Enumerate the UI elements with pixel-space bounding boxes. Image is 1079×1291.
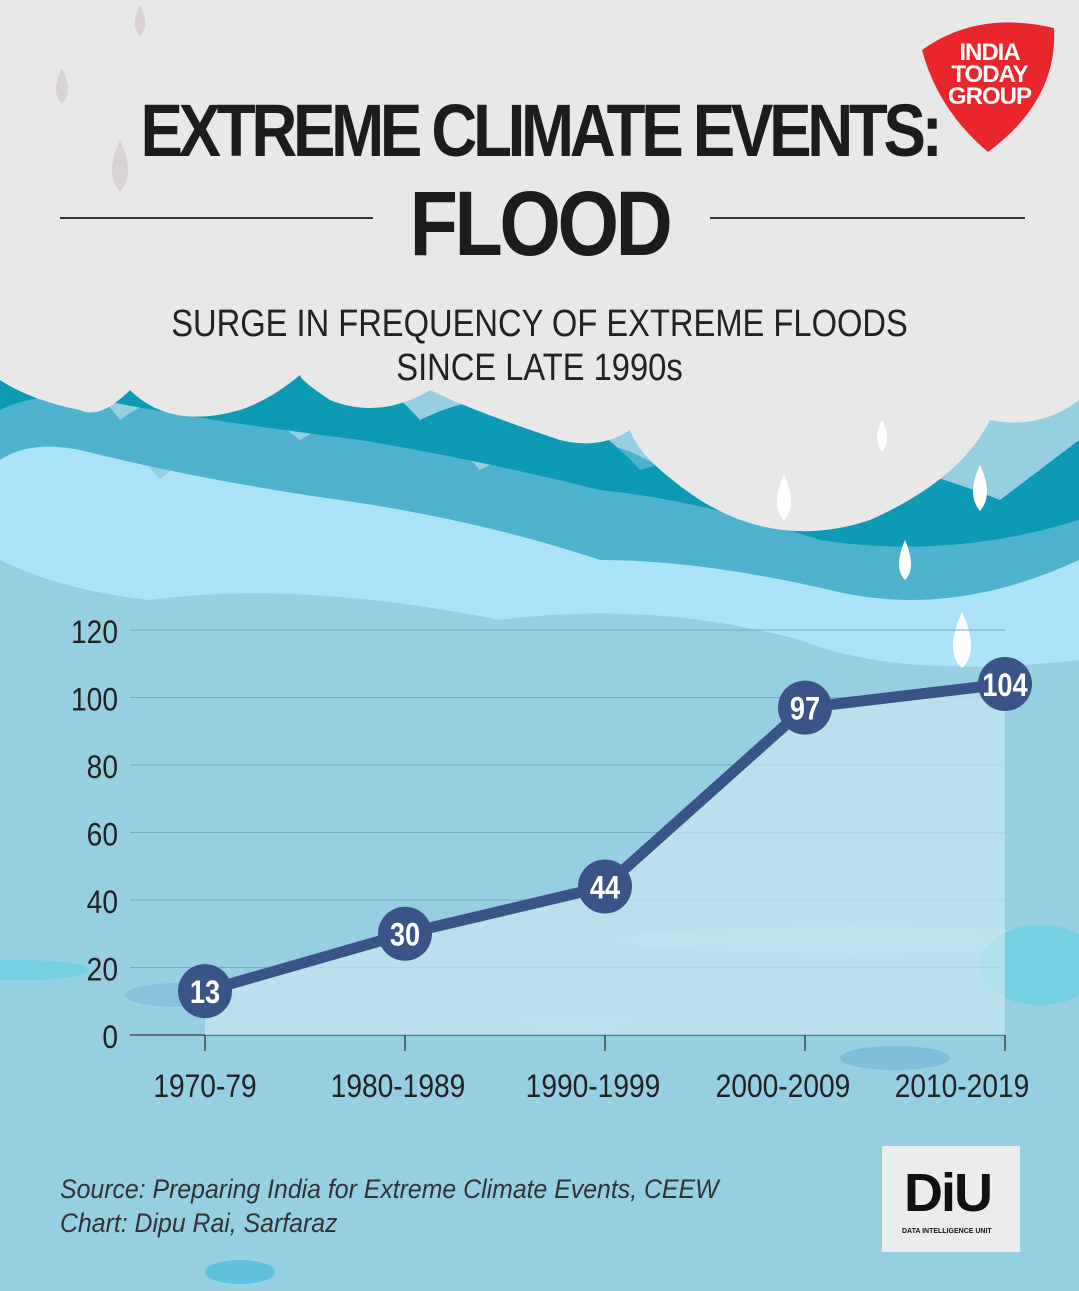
data-point [178,964,232,1019]
y-tick-label: 40 [87,885,118,920]
y-tick-label: 100 [71,683,118,718]
data-label: 30 [390,918,420,954]
chart-description: SURGE IN FREQUENCY OF EXTREME FLOODS SIN… [76,302,1004,390]
raindrop-icons [56,5,145,192]
y-tick-label: 60 [87,818,118,853]
data-label: 104 [982,668,1028,704]
source-text: Source: Preparing India for Extreme Clim… [60,1174,719,1204]
chart-title: EXTREME CLIMATE EVENTS: [140,89,943,172]
x-tick-label: 2000-2009 [716,1069,851,1104]
footer-credits: Source: Preparing India for Extreme Clim… [60,1172,719,1240]
data-label: 13 [190,975,220,1011]
x-tick-label: 2010-2019 [895,1069,1030,1104]
credit-text: Chart: Dipu Rai, Sarfaraz [60,1208,338,1238]
y-tick-label: 0 [102,1020,118,1055]
data-point [578,859,632,914]
data-point [378,906,432,961]
chart-subtitle-flood: FLOOD [409,173,673,275]
title-divider-right [710,217,1025,219]
data-label: 44 [590,870,621,906]
description-line-1: SURGE IN FREQUENCY OF EXTREME FLOODS [171,303,908,345]
india-today-group-logo [922,22,1055,153]
title-divider-left [60,217,373,219]
x-tick-label: 1990-1999 [526,1069,661,1104]
data-label: 97 [790,692,820,728]
description-line-2: SINCE LATE 1990s [396,347,683,389]
data-point [978,657,1032,711]
y-tick-label: 120 [71,615,118,650]
x-tick-label: 1970-79 [153,1069,256,1104]
diu-logo: DiU DATA INTELLIGENCE UNIT [882,1146,1020,1252]
cloud-shape [0,0,1079,532]
y-tick-label: 80 [87,750,118,785]
x-tick-label: 1980-1989 [331,1069,466,1104]
y-tick-label: 20 [87,953,118,988]
india-today-logo-text: INDIA TODAY GROUP [948,39,1032,110]
data-point [778,680,832,735]
white-raindrop-icons [777,420,987,668]
